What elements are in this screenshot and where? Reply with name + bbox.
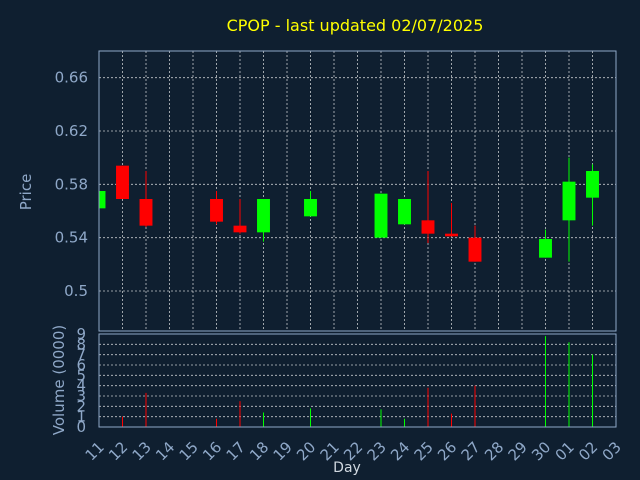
x-tick-label: 20 <box>293 438 319 464</box>
x-tick-label: 27 <box>458 438 484 464</box>
candle-body <box>539 239 552 258</box>
candle-body <box>421 220 435 234</box>
candle-body <box>99 191 106 209</box>
volume-axis-label: Volume (0000) <box>50 325 68 435</box>
x-tick-label: 29 <box>505 438 531 464</box>
volume-tick-label: 7 <box>76 346 86 364</box>
candle-body <box>233 225 247 233</box>
candle-body <box>139 199 153 226</box>
x-tick-label: 17 <box>223 438 249 464</box>
x-tick-label: 12 <box>105 438 131 464</box>
candle-body <box>586 171 599 198</box>
volume-tick-label: 0 <box>76 418 86 436</box>
volume-tick-label: 6 <box>76 356 86 374</box>
x-tick-label: 13 <box>129 438 155 464</box>
candle-body <box>398 199 411 225</box>
volume-tick-label: 4 <box>76 377 86 395</box>
x-tick-label: 14 <box>152 438 178 464</box>
volume-bars <box>98 336 593 427</box>
price-tick-label: 0.54 <box>55 229 88 247</box>
candle-body <box>445 233 458 237</box>
price-tick-label: 0.62 <box>55 122 88 140</box>
x-tick-label: 11 <box>82 438 108 464</box>
x-tick-label: 28 <box>481 438 507 464</box>
price-tick-label: 0.66 <box>55 69 88 87</box>
candle-body <box>257 199 270 233</box>
volume-tick-label: 5 <box>76 366 86 384</box>
price-axis-label: Price <box>17 174 35 211</box>
chart-title: CPOP - last updated 02/07/2025 <box>227 16 484 35</box>
x-tick-label: 19 <box>270 438 296 464</box>
candle-body <box>374 193 388 238</box>
x-tick-label: 02 <box>575 438 601 464</box>
candle-body <box>468 237 482 262</box>
price-tick-label: 0.58 <box>55 175 88 193</box>
x-tick-label: 01 <box>552 438 578 464</box>
price-panel-frame <box>98 50 617 332</box>
x-tick-label: 18 <box>246 438 272 464</box>
volume-tick-label: 3 <box>76 387 86 405</box>
price-tick-label: 0.5 <box>64 282 88 300</box>
volume-gridlines <box>99 333 616 428</box>
volume-tick-label: 9 <box>76 325 86 343</box>
x-tick-label: 24 <box>387 438 413 464</box>
x-tick-label: 25 <box>411 438 437 464</box>
candle-body <box>304 199 317 217</box>
volume-panel-frame <box>98 333 617 428</box>
x-ticks: 1112131415161718192021222324252627282930… <box>82 438 625 464</box>
x-tick-label: 16 <box>199 438 225 464</box>
candle-body <box>562 181 576 221</box>
volume-tick-label: 8 <box>76 335 86 353</box>
volume-tick-label: 2 <box>76 397 86 415</box>
x-tick-label: 03 <box>599 438 625 464</box>
x-tick-label: 26 <box>434 438 460 464</box>
candles <box>98 157 599 262</box>
candle-body <box>210 199 223 222</box>
price-y-ticks: 0.5 0.54 0.58 0.62 0.66 <box>55 69 88 300</box>
volume-tick-label: 1 <box>76 408 86 426</box>
x-tick-label: 15 <box>176 438 202 464</box>
x-axis-label: Day <box>333 460 361 476</box>
x-tick-label: 30 <box>528 438 554 464</box>
price-gridlines <box>99 51 616 331</box>
candle-body <box>116 165 129 199</box>
x-tick-label: 23 <box>364 438 390 464</box>
